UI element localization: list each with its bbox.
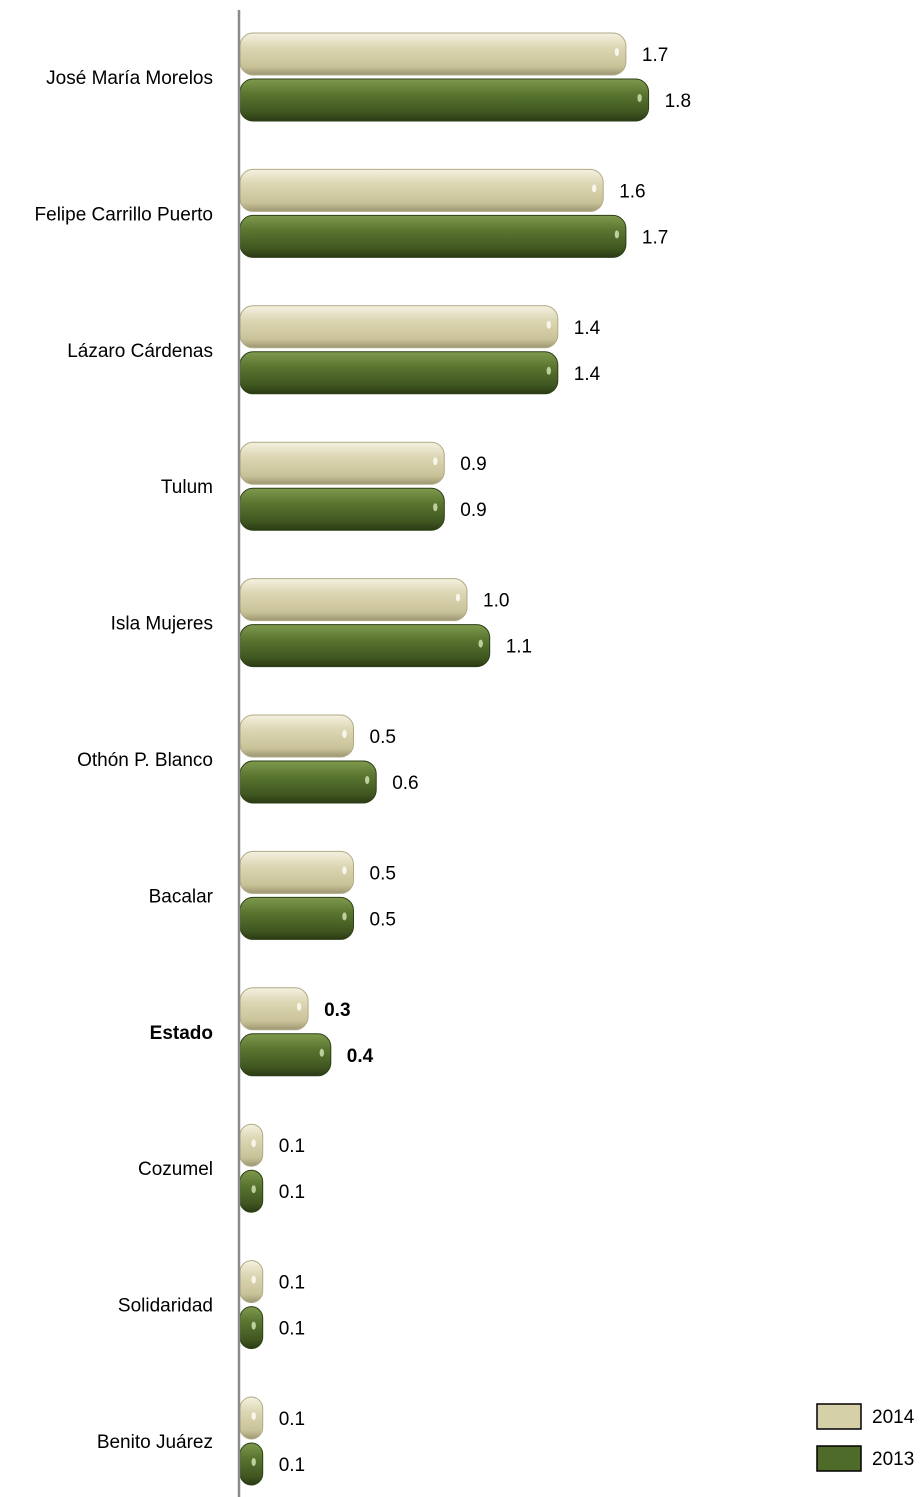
- bar-highlight-2013-5: [478, 639, 483, 648]
- bar-2013-9: [239, 1169, 264, 1213]
- value-label-2013-4: 0.9: [460, 500, 486, 521]
- bar-highlight-2013-4: [433, 503, 438, 512]
- bar-2014-10: [239, 1260, 264, 1304]
- bar-highlight-2014-3: [546, 320, 551, 329]
- value-label-2014-6: 0.5: [370, 727, 396, 748]
- bar-highlight-2014-1: [614, 48, 620, 56]
- value-label-2014-4: 0.9: [460, 454, 486, 475]
- value-label-2014-2: 1.6: [619, 181, 645, 202]
- bar-2014-5: [239, 578, 468, 622]
- bar-2013-10: [239, 1306, 264, 1350]
- bar-highlight-2013-7: [342, 912, 347, 921]
- value-label-2013-8: 0.4: [347, 1046, 374, 1067]
- category-label-7: Bacalar: [149, 886, 214, 907]
- category-label-1: José María Morelos: [46, 68, 213, 89]
- category-label-8: Estado: [150, 1023, 213, 1044]
- bar-2013-4: [239, 487, 445, 531]
- category-label-3: Lázaro Cárdenas: [67, 341, 213, 362]
- bar-highlight-2013-11: [251, 1458, 256, 1466]
- value-label-2013-5: 1.1: [506, 637, 532, 658]
- legend-swatch-2014: [816, 1403, 862, 1430]
- value-label-2013-11: 0.1: [279, 1455, 305, 1476]
- bar-2013-2: [239, 214, 627, 258]
- bar-2014-4: [239, 441, 445, 485]
- bar-2014-6: [239, 714, 354, 758]
- legend-label-2013: 2013: [872, 1449, 914, 1470]
- value-label-2014-7: 0.5: [370, 863, 396, 884]
- value-label-2013-2: 1.7: [642, 227, 668, 248]
- bar-2013-1: [239, 78, 650, 122]
- value-label-2014-1: 1.7: [642, 45, 668, 66]
- bar-2014-11: [239, 1396, 264, 1440]
- bar-2014-7: [239, 850, 354, 894]
- value-label-2014-3: 1.4: [574, 318, 601, 339]
- category-label-5: Isla Mujeres: [111, 614, 213, 635]
- value-label-2014-9: 0.1: [279, 1136, 305, 1157]
- category-label-2: Felipe Carrillo Puerto: [35, 204, 213, 225]
- bar-2013-5: [239, 624, 491, 668]
- bar-highlight-2014-8: [296, 1002, 302, 1011]
- value-label-2014-10: 0.1: [279, 1273, 305, 1294]
- bar-highlight-2014-7: [342, 866, 347, 875]
- value-label-2014-11: 0.1: [279, 1409, 305, 1430]
- bar-highlight-2014-5: [455, 593, 461, 602]
- bar-2013-3: [239, 351, 559, 395]
- bar-2014-9: [239, 1123, 264, 1167]
- legend: 2014 2013: [816, 1403, 915, 1472]
- bar-highlight-2014-10: [251, 1275, 256, 1284]
- bar-2013-7: [239, 896, 354, 940]
- bar-highlight-2013-3: [546, 366, 551, 375]
- bar-2014-3: [239, 305, 559, 349]
- bar-highlight-2014-4: [433, 457, 438, 466]
- bar-highlight-2013-8: [319, 1048, 324, 1057]
- category-label-4: Tulum: [161, 477, 213, 498]
- value-label-2013-9: 0.1: [279, 1182, 305, 1203]
- category-label-9: Cozumel: [138, 1159, 213, 1180]
- bar-2014-1: [239, 32, 627, 76]
- bar-highlight-2014-6: [342, 730, 347, 738]
- value-label-2013-6: 0.6: [392, 773, 418, 794]
- value-label-2013-1: 1.8: [665, 91, 691, 112]
- category-label-6: Othón P. Blanco: [77, 750, 213, 771]
- value-label-2013-7: 0.5: [370, 909, 396, 930]
- value-label-2013-3: 1.4: [574, 364, 601, 385]
- value-label-2013-10: 0.1: [279, 1319, 305, 1340]
- bar-highlight-2013-1: [637, 94, 642, 102]
- bar-highlight-2013-9: [251, 1185, 256, 1194]
- bar-highlight-2013-2: [614, 230, 620, 239]
- legend-label-2014: 2014: [872, 1407, 915, 1428]
- bar-highlight-2013-10: [251, 1321, 256, 1330]
- bar-highlight-2014-9: [251, 1139, 256, 1148]
- bar-highlight-2013-6: [365, 776, 370, 784]
- bar-2013-6: [239, 760, 377, 804]
- value-label-2014-8: 0.3: [324, 1000, 350, 1021]
- bar-highlight-2014-2: [592, 184, 597, 193]
- bar-2014-2: [239, 168, 604, 212]
- bar-highlight-2014-11: [251, 1412, 256, 1420]
- value-label-2014-5: 1.0: [483, 591, 509, 612]
- legend-swatch-2013: [816, 1445, 862, 1472]
- category-label-11: Benito Juárez: [97, 1432, 213, 1453]
- category-label-10: Solidaridad: [118, 1296, 213, 1317]
- bar-2013-11: [239, 1442, 264, 1486]
- bar-2013-8: [239, 1033, 332, 1077]
